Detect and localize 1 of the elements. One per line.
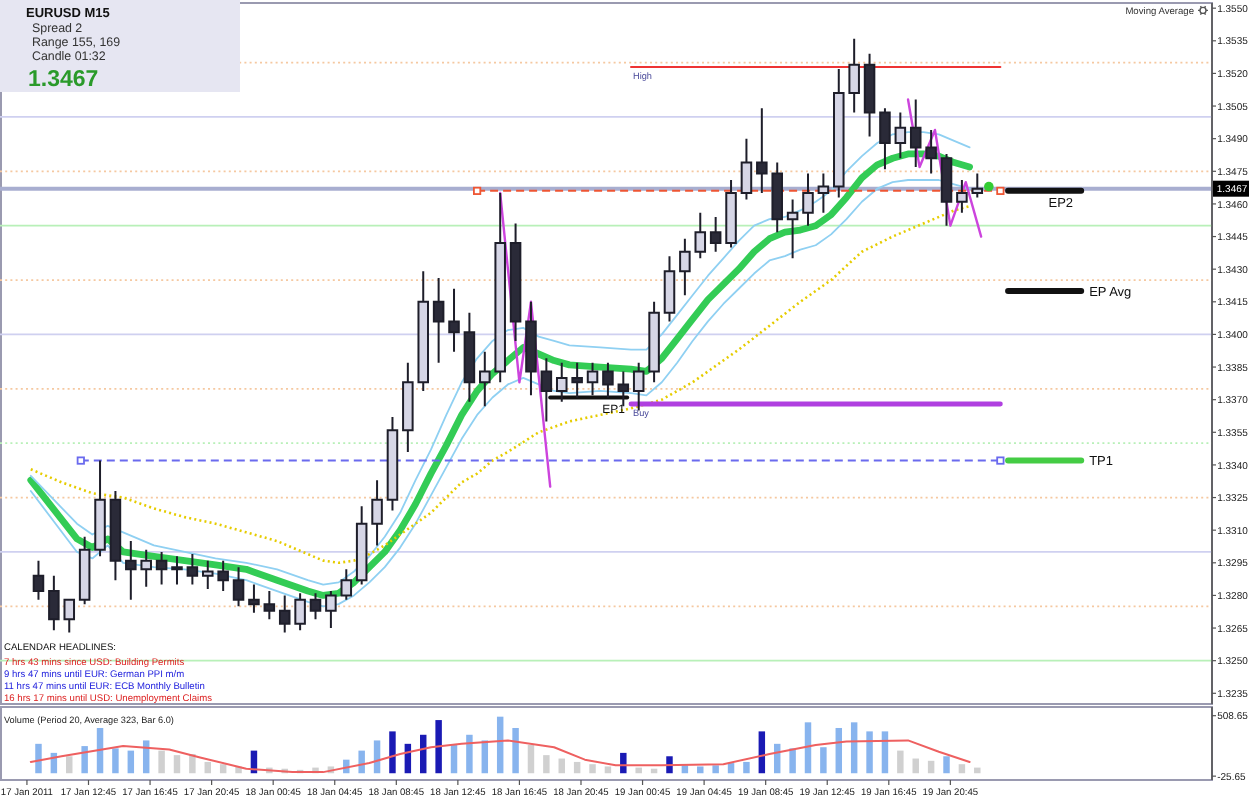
annotation: 1.3467	[28, 68, 99, 92]
